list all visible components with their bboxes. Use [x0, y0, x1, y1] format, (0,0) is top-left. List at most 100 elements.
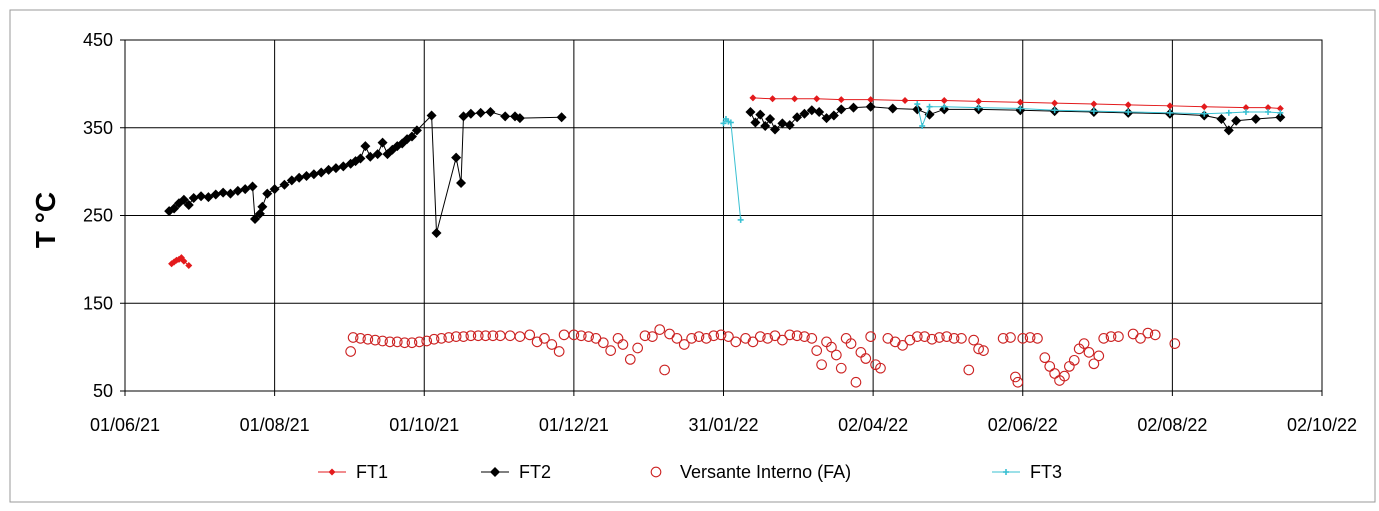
chart-border	[9, 9, 1376, 503]
data-point	[975, 97, 983, 105]
data-point	[700, 333, 712, 344]
data-point	[1051, 99, 1059, 107]
data-point	[1098, 333, 1110, 344]
data-point	[612, 333, 624, 344]
y-axis-label: T °C	[30, 192, 61, 248]
data-point	[279, 179, 290, 190]
series-line	[752, 97, 1281, 109]
data-point	[355, 153, 366, 164]
data-point	[1016, 98, 1024, 106]
data-point	[301, 171, 312, 182]
data-point	[799, 331, 810, 342]
data-point	[835, 362, 847, 374]
data-point	[1265, 108, 1272, 115]
data-point	[811, 345, 823, 356]
data-point	[715, 329, 727, 341]
data-point	[1024, 332, 1036, 343]
data-point	[1200, 103, 1208, 111]
data-point	[865, 101, 876, 112]
data-point	[465, 330, 477, 342]
series-3	[720, 101, 1284, 223]
data-point	[828, 110, 839, 121]
data-point	[720, 120, 727, 127]
data-point	[1090, 100, 1098, 108]
data-point	[480, 330, 491, 342]
data-point	[188, 192, 199, 203]
data-point	[848, 102, 859, 113]
data-point	[196, 191, 207, 202]
data-point	[836, 104, 847, 115]
data-point	[372, 149, 383, 160]
data-point	[411, 125, 422, 136]
data-point	[178, 194, 189, 205]
data-point	[875, 362, 886, 374]
data-point	[887, 103, 898, 114]
data-point	[678, 339, 690, 350]
data-point	[294, 172, 305, 183]
data-point	[686, 333, 697, 344]
data-point	[806, 333, 818, 344]
y-tick-label: 150	[83, 293, 113, 313]
data-point	[1059, 370, 1070, 382]
data-point	[360, 141, 371, 152]
data-point	[1142, 327, 1154, 339]
legend-marker	[650, 466, 662, 478]
data-point	[345, 346, 357, 357]
y-tick-label: 250	[83, 206, 113, 226]
legend-label: FT3	[1030, 462, 1062, 482]
data-point	[816, 359, 827, 371]
x-tick-label: 31/01/22	[688, 415, 758, 435]
data-point	[169, 203, 180, 214]
data-point	[867, 96, 875, 104]
data-point	[901, 97, 909, 105]
data-point	[575, 330, 587, 342]
data-point	[1275, 112, 1286, 123]
plot-area-frame	[124, 39, 1323, 392]
data-point	[465, 108, 476, 119]
data-point	[384, 336, 396, 348]
data-point	[730, 336, 742, 348]
data-point	[769, 95, 777, 103]
x-tick-label: 01/10/21	[389, 415, 459, 435]
data-point	[1201, 110, 1208, 117]
x-tick-label: 01/08/21	[240, 415, 310, 435]
data-point	[436, 333, 447, 344]
series-line	[168, 111, 562, 234]
data-point	[269, 184, 280, 195]
data-point	[185, 262, 193, 270]
data-point	[760, 120, 771, 131]
data-point	[428, 333, 440, 345]
data-point	[1044, 361, 1056, 372]
data-point	[568, 329, 580, 341]
legend-label: FT1	[356, 462, 388, 482]
data-point	[865, 331, 877, 342]
data-point	[1090, 108, 1097, 115]
data-point	[232, 185, 243, 196]
data-point	[754, 331, 766, 342]
data-point	[826, 341, 837, 353]
plot-border	[124, 39, 1323, 392]
data-point	[1032, 333, 1043, 344]
legend-item: FT1	[318, 462, 388, 482]
data-point	[247, 181, 258, 192]
data-point	[956, 333, 967, 344]
data-point	[539, 333, 550, 344]
series-line	[723, 118, 742, 220]
data-point	[693, 331, 705, 342]
data-point	[524, 329, 536, 341]
data-point	[624, 354, 636, 365]
data-point	[671, 333, 683, 344]
data-point	[813, 95, 821, 103]
data-point	[737, 216, 744, 223]
data-point	[806, 105, 817, 116]
legend-label: Versante Interno (FA)	[680, 462, 851, 482]
data-point	[262, 188, 273, 199]
data-point	[257, 201, 268, 212]
data-point	[1078, 338, 1090, 349]
data-point	[747, 336, 759, 348]
data-point	[456, 178, 467, 189]
legend-marker	[490, 467, 500, 477]
legend: FT1 FT2 Versante Interno (FA) FT3	[318, 462, 1062, 482]
data-point	[664, 328, 675, 340]
